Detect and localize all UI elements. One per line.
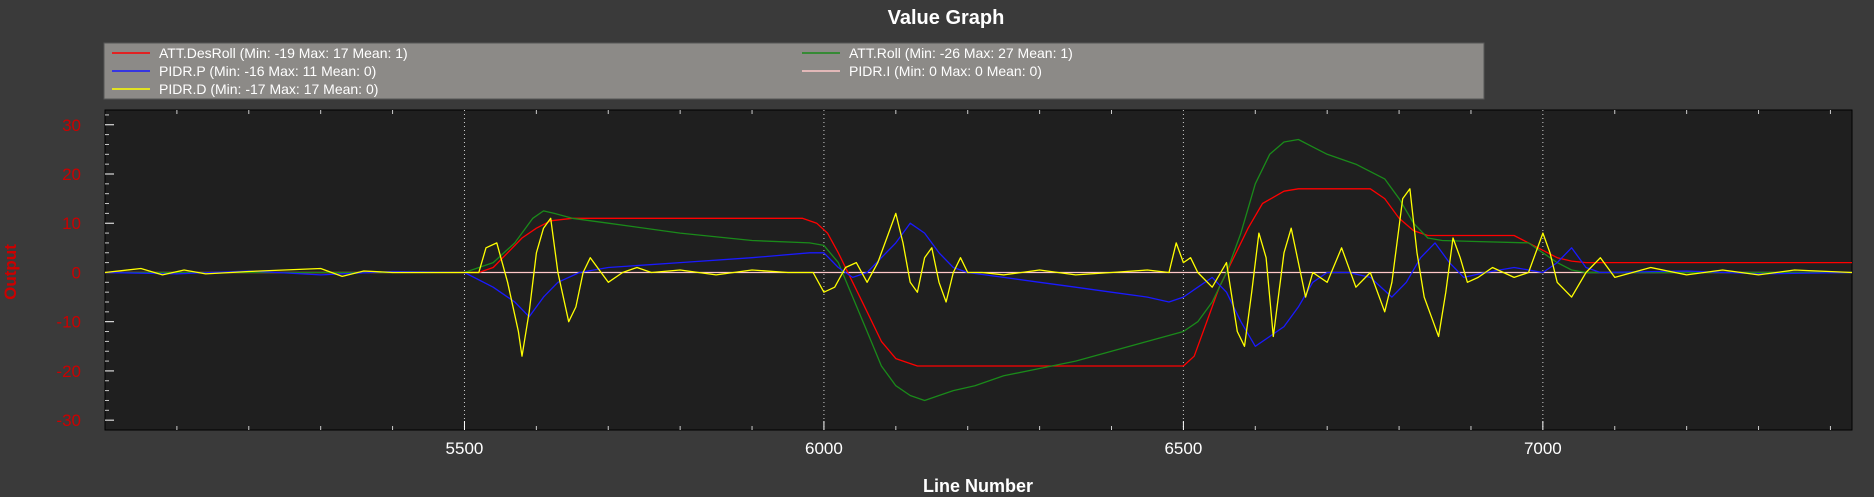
y-tick-label: 30 (62, 116, 81, 135)
y-tick-label: -30 (56, 411, 81, 430)
x-tick-label: 7000 (1524, 439, 1562, 458)
series-line-pidr-d (104, 188, 1853, 357)
x-tick-label: 6500 (1164, 439, 1202, 458)
legend: ATT.DesRoll (Min: -19 Max: 17 Mean: 1) AT… (103, 42, 1485, 100)
y-tick-label: -10 (56, 313, 81, 332)
x-tick-label: 6000 (805, 439, 843, 458)
legend-label-att-roll: ATT.Roll (Min: -26 Max: 27 Mean: 1) (849, 45, 1073, 61)
axes: 5500 6000 6500 7000 -30 -20 -10 0 10 20 30 (56, 110, 1831, 458)
legend-label-pidr-d: PIDR.D (Min: -17 Max: 17 Mean: 0) (159, 81, 378, 97)
series-line-att-roll (105, 138, 1852, 402)
plot-area (104, 109, 1853, 431)
legend-label-pidr-i: PIDR.I (Min: 0 Max: 0 Mean: 0) (849, 63, 1042, 79)
y-tick-label: 20 (62, 165, 81, 184)
series-line-pidr-p (104, 222, 1853, 347)
legend-box (103, 42, 1485, 100)
x-axis-label: Line Number (923, 476, 1033, 496)
legend-label-pidr-p: PIDR.P (Min: -16 Max: 11 Mean: 0) (159, 63, 376, 79)
y-tick-label: -20 (56, 362, 81, 381)
y-tick-label: 10 (62, 214, 81, 233)
legend-label-att-desroll: ATT.DesRoll (Min: -19 Max: 17 Mean: 1) (159, 45, 408, 61)
y-axis-label: Output (1, 244, 20, 300)
y-tick-label: 0 (72, 263, 81, 282)
series-line-att-desroll (105, 188, 1852, 367)
series-group (104, 138, 1853, 402)
chart-title: Value Graph (888, 7, 1005, 29)
x-tick-label: 5500 (446, 439, 484, 458)
